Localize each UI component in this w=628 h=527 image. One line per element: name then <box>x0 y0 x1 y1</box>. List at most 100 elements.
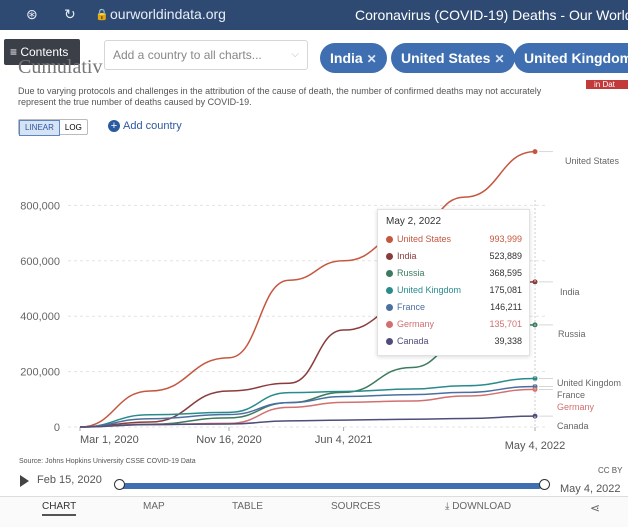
tooltip-country: Russia <box>397 268 425 278</box>
series-line-france <box>79 385 536 428</box>
series-end-dots <box>532 149 553 419</box>
share-icon[interactable]: ⋖ <box>590 501 601 515</box>
x-tick-label: Jun 4, 2021 <box>315 434 373 446</box>
address-bar[interactable]: ourworldindata.org <box>110 6 226 22</box>
timeline-track[interactable] <box>118 483 542 489</box>
end-label-canada: Canada <box>557 421 589 431</box>
series-line-canada <box>79 415 536 428</box>
x-axis-ticks: Mar 1, 2020 Nov 16, 2020 Jun 4, 2021 May 4,… <box>79 427 566 452</box>
end-label-united-kingdom: United Kingdom <box>557 378 622 388</box>
country-search-input[interactable]: Add a country to all charts... ⌵ <box>104 40 308 70</box>
chart-title: Cumulativ <box>18 56 103 78</box>
chip-united-kingdom[interactable]: United Kingdom <box>514 43 628 73</box>
timeline-start-handle[interactable] <box>114 479 125 490</box>
add-country-button[interactable]: + Add country <box>108 120 182 132</box>
tab-download[interactable]: ⤓ DOWNLOAD <box>445 501 511 512</box>
legend-dot-icon <box>386 304 393 312</box>
y-tick-label: 800,000 <box>20 200 60 212</box>
tooltip-value: 993,999 <box>489 234 522 244</box>
lock-icon: 🔒 <box>95 9 109 21</box>
plus-icon: + <box>108 120 120 132</box>
chip-label: India <box>330 50 363 66</box>
contents-button[interactable]: ≡ Contents <box>4 39 80 65</box>
y-tick-label: 200,000 <box>20 367 60 379</box>
country-toolbar: ≡ Contents Add a country to all charts..… <box>0 30 628 74</box>
tooltip-row: Germany 135,701 <box>386 319 526 336</box>
tooltip-country: Germany <box>397 319 435 329</box>
series-end-dot <box>532 149 538 155</box>
chevron-down-icon[interactable]: ⌵ <box>291 49 299 60</box>
gridlines <box>68 204 548 428</box>
reload-icon[interactable]: ↻ <box>64 6 76 22</box>
browser-topbar: ⊛ ↻ 🔒 ourworldindata.org Coronavirus (CO… <box>0 0 628 30</box>
tooltip-value: 368,595 <box>489 268 522 278</box>
chip-label: United States <box>401 50 491 66</box>
hover-tooltip: May 2, 2022 United States 993,999 India 523… <box>377 209 530 356</box>
tooltip-country: France <box>397 302 426 312</box>
chip-label: United Kingdom <box>524 50 628 66</box>
tooltip-row: United Kingdom 175,081 <box>386 285 526 302</box>
log-toggle[interactable]: LOG <box>64 123 82 132</box>
y-tick-label: 0 <box>54 422 60 434</box>
legend-dot-icon <box>386 253 393 261</box>
chip-united-states[interactable]: United States ✕ <box>391 43 515 73</box>
chart-subtitle: Due to varying protocols and challenges … <box>18 86 542 107</box>
end-label-france: France <box>557 390 586 400</box>
tooltip-country: India <box>397 251 417 261</box>
tooltip-value: 135,701 <box>489 319 522 329</box>
tooltip-value: 175,081 <box>489 285 522 295</box>
x-tick-label: Nov 16, 2020 <box>196 434 261 446</box>
end-label-germany: Germany <box>557 402 595 412</box>
play-icon[interactable] <box>20 475 29 487</box>
series-end-dot <box>532 376 538 382</box>
x-tick-label: May 4, 2022 <box>505 440 566 452</box>
close-icon[interactable]: ✕ <box>366 52 377 66</box>
end-label-russia: Russia <box>558 329 586 339</box>
chip-india[interactable]: India ✕ <box>320 43 387 73</box>
tab-map[interactable]: MAP <box>143 501 165 512</box>
legend-dot-icon <box>386 338 393 346</box>
end-label-united-states: United States <box>565 156 620 166</box>
tooltip-value: 523,889 <box>489 251 522 261</box>
add-country-label: Add country <box>123 120 182 132</box>
tooltip-row: United States 993,999 <box>386 234 526 251</box>
download-icon: ⤓ <box>445 501 453 512</box>
timeline-start-label: Feb 15, 2020 <box>37 474 102 486</box>
y-axis-ticks: 0 200,000 400,000 600,000 800,000 <box>20 200 60 434</box>
tab-chart[interactable]: CHART <box>42 501 77 516</box>
series-line-united-kingdom <box>79 377 536 428</box>
tooltip-row: India 523,889 <box>386 251 526 268</box>
license-label[interactable]: CC BY <box>598 466 623 475</box>
x-tick-label: Mar 1, 2020 <box>80 434 139 446</box>
tooltip-country: Canada <box>397 336 429 346</box>
legend-dot-icon <box>386 236 393 244</box>
y-tick-label: 600,000 <box>20 256 60 268</box>
window-title: Coronavirus (COVID-19) Deaths - Our Worl… <box>355 7 628 23</box>
series-line-united-states <box>79 150 536 428</box>
timeline-end-label: May 4, 2022 <box>560 483 621 495</box>
legend-dot-icon <box>386 321 393 329</box>
tab-sources[interactable]: SOURCES <box>331 501 381 512</box>
data-badge: in Dat <box>586 80 628 89</box>
legend-dot-icon <box>386 287 393 295</box>
linear-toggle[interactable]: LINEAR <box>19 120 60 136</box>
timeline-slider: Feb 15, 2020 May 4, 2022 <box>0 468 628 496</box>
privacy-icon[interactable]: ⊛ <box>26 6 38 22</box>
legend-dot-icon <box>386 270 393 278</box>
y-tick-label: 400,000 <box>20 311 60 323</box>
tooltip-value: 146,211 <box>490 302 522 312</box>
end-label-india: India <box>560 287 580 297</box>
tab-table[interactable]: TABLE <box>232 501 263 512</box>
close-icon[interactable]: ✕ <box>494 52 505 66</box>
tooltip-country: United Kingdom <box>397 285 462 295</box>
tooltip-row: France 146,211 <box>386 302 526 319</box>
tooltip-date: May 2, 2022 <box>386 216 442 227</box>
tooltip-value: 39,338 <box>494 336 522 346</box>
search-placeholder: Add a country to all charts... <box>113 48 262 62</box>
tooltip-row: Canada 39,338 <box>386 336 526 353</box>
timeline-end-handle[interactable] <box>539 479 550 490</box>
tooltip-row: Russia 368,595 <box>386 268 526 285</box>
download-label: DOWNLOAD <box>452 501 512 512</box>
chart-tabs: CHART MAP TABLE SOURCES ⤓ DOWNLOAD ⋖ <box>0 496 628 527</box>
source-note: Source: Johns Hopkins University CSSE CO… <box>19 458 196 465</box>
